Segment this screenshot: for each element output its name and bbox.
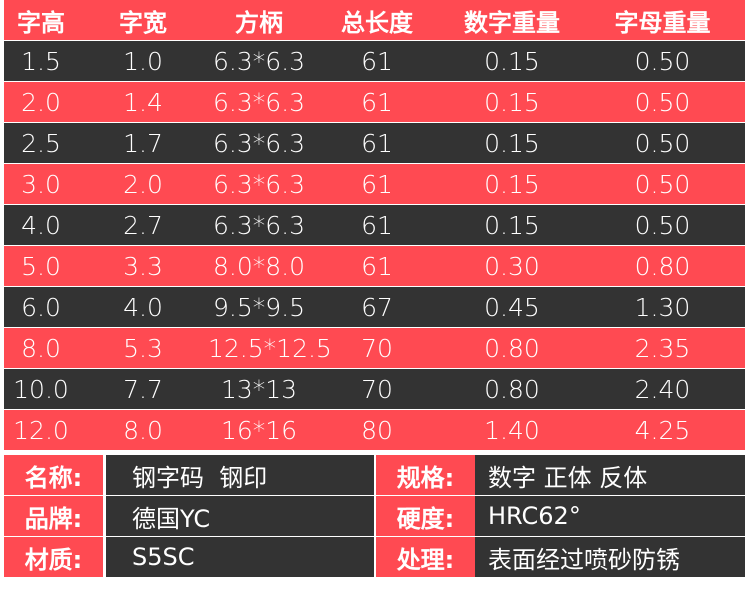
table-row: 6.0 4.0 9.5*9.5 67 0.45 1.30: [4, 287, 745, 327]
header-char-height: 字高: [17, 8, 65, 37]
table-row: 2.0 1.4 6.3*6.3 61 0.15 0.50: [4, 82, 745, 122]
table-cell: 6.3*6.3: [212, 169, 306, 199]
table-cell: 1.7: [123, 128, 163, 158]
info-table: 名称: 钢字码 钢印 规格: 数字 正体 反体 品牌: 德国YC 硬度: HRC…: [4, 455, 745, 578]
table-cell: 9.5*9.5: [212, 292, 306, 322]
table-cell: 6.3*6.3: [212, 46, 306, 76]
table-cell: 0.80: [634, 251, 691, 281]
table-cell: 0.15: [484, 210, 540, 240]
table-cell: 4.0: [21, 210, 61, 240]
name-label: 名称:: [4, 455, 103, 495]
hardness-label: 硬度:: [376, 496, 475, 536]
table-cell: 1.0: [123, 46, 163, 76]
table-cell: 61: [361, 210, 393, 240]
treatment-value: 表面经过喷砂防锈: [475, 537, 745, 577]
table-cell: 61: [361, 128, 393, 158]
table-row: 10.0 7.7 13*13 70 0.80 2.40: [4, 369, 745, 409]
table-cell: 2.40: [634, 374, 691, 404]
brand-value: 德国YC: [106, 496, 374, 536]
spec-value: 数字 正体 反体: [475, 455, 745, 495]
table-cell: 4.25: [634, 415, 691, 445]
table-row: 1.5 1.0 6.3*6.3 61 0.15 0.50: [4, 41, 745, 81]
table-cell: 61: [361, 251, 393, 281]
table-cell: 61: [361, 87, 393, 117]
table-cell: 1.4: [123, 87, 163, 117]
table-cell: 13*13: [220, 374, 298, 404]
table-cell: 6.0: [21, 292, 61, 322]
table-cell: 8.0: [123, 415, 163, 445]
table-cell: 0.15: [484, 46, 540, 76]
table-cell: 5.3: [123, 333, 163, 363]
header-letter-weight: 字母重量: [614, 8, 711, 37]
table-cell: 70: [361, 333, 393, 363]
table-cell: 1.5: [21, 46, 61, 76]
table-cell: 1.30: [634, 292, 691, 322]
material-value: S5SC: [106, 537, 374, 577]
header-total-length: 总长度: [341, 8, 413, 37]
info-row: 材质: S5SC 处理: 表面经过喷砂防锈: [4, 537, 745, 577]
table-cell: 0.80: [484, 374, 540, 404]
spec-label: 规格:: [376, 455, 475, 495]
table-cell: 8.0: [21, 333, 61, 363]
table-cell: 16*16: [220, 415, 298, 445]
spec-table: 字高 字宽 方柄 总长度 数字重量 字母重量 1.5 1.0 6.3*6.3 61 0.…: [4, 0, 745, 451]
table-cell: 6.3*6.3: [212, 128, 306, 158]
table-cell: 6.3*6.3: [212, 87, 306, 117]
table-cell: 4.0: [123, 292, 163, 322]
table-cell: 0.15: [484, 87, 540, 117]
table-row: 12.0 8.0 16*16 80 1.40 4.25: [4, 410, 745, 450]
hardness-value: HRC62°: [475, 496, 745, 536]
table-header: 字高 字宽 方柄 总长度 数字重量 字母重量: [4, 0, 745, 40]
table-cell: 10.0: [13, 374, 69, 404]
header-char-width: 字宽: [119, 8, 167, 37]
brand-label: 品牌:: [4, 496, 103, 536]
table-cell: 61: [361, 169, 393, 199]
table-cell: 0.15: [484, 128, 540, 158]
table-cell: 6.3*6.3: [212, 210, 306, 240]
table-cell: 0.50: [634, 87, 691, 117]
table-cell: 2.5: [21, 128, 61, 158]
info-row: 名称: 钢字码 钢印 规格: 数字 正体 反体: [4, 455, 745, 495]
header-number-weight: 数字重量: [464, 8, 560, 37]
material-label: 材质:: [4, 537, 103, 577]
info-row: 品牌: 德国YC 硬度: HRC62°: [4, 496, 745, 536]
table-cell: 0.15: [484, 169, 540, 199]
table-cell: 2.0: [123, 169, 163, 199]
table-cell: 2.35: [634, 333, 691, 363]
table-cell: 80: [361, 415, 393, 445]
table-row: 3.0 2.0 6.3*6.3 61 0.15 0.50: [4, 164, 745, 204]
table-cell: 70: [361, 374, 393, 404]
table-cell: 0.50: [634, 128, 691, 158]
table-cell: 0.45: [484, 292, 540, 322]
table-cell: 0.80: [484, 333, 540, 363]
table-cell: 1.40: [484, 415, 540, 445]
table-row: 5.0 3.3 8.0*8.0 61 0.30 0.80: [4, 246, 745, 286]
name-value: 钢字码 钢印: [106, 455, 374, 495]
table-cell: 0.50: [634, 46, 691, 76]
table-cell: 0.50: [634, 210, 691, 240]
table-row: 4.0 2.7 6.3*6.3 61 0.15 0.50: [4, 205, 745, 245]
table-cell: 12.0: [13, 415, 69, 445]
table-cell: 2.0: [21, 87, 61, 117]
table-cell: 2.7: [123, 210, 163, 240]
table-cell: 67: [361, 292, 393, 322]
table-cell: 7.7: [123, 374, 163, 404]
table-cell: 0.30: [484, 251, 540, 281]
table-cell: 5.0: [21, 251, 61, 281]
table-row: 2.5 1.7 6.3*6.3 61 0.15 0.50: [4, 123, 745, 163]
table-cell: 3.3: [123, 251, 163, 281]
table-cell: 61: [361, 46, 393, 76]
treatment-label: 处理:: [376, 537, 475, 577]
header-shank: 方柄: [235, 8, 283, 37]
table-cell: 3.0: [21, 169, 61, 199]
table-cell: 8.0*8.0: [212, 251, 306, 281]
table-row: 8.0 5.3 12.5*12.5 70 0.80 2.35: [4, 328, 745, 368]
table-cell: 0.50: [634, 169, 691, 199]
table-cell: 12.5*12.5: [208, 333, 332, 363]
